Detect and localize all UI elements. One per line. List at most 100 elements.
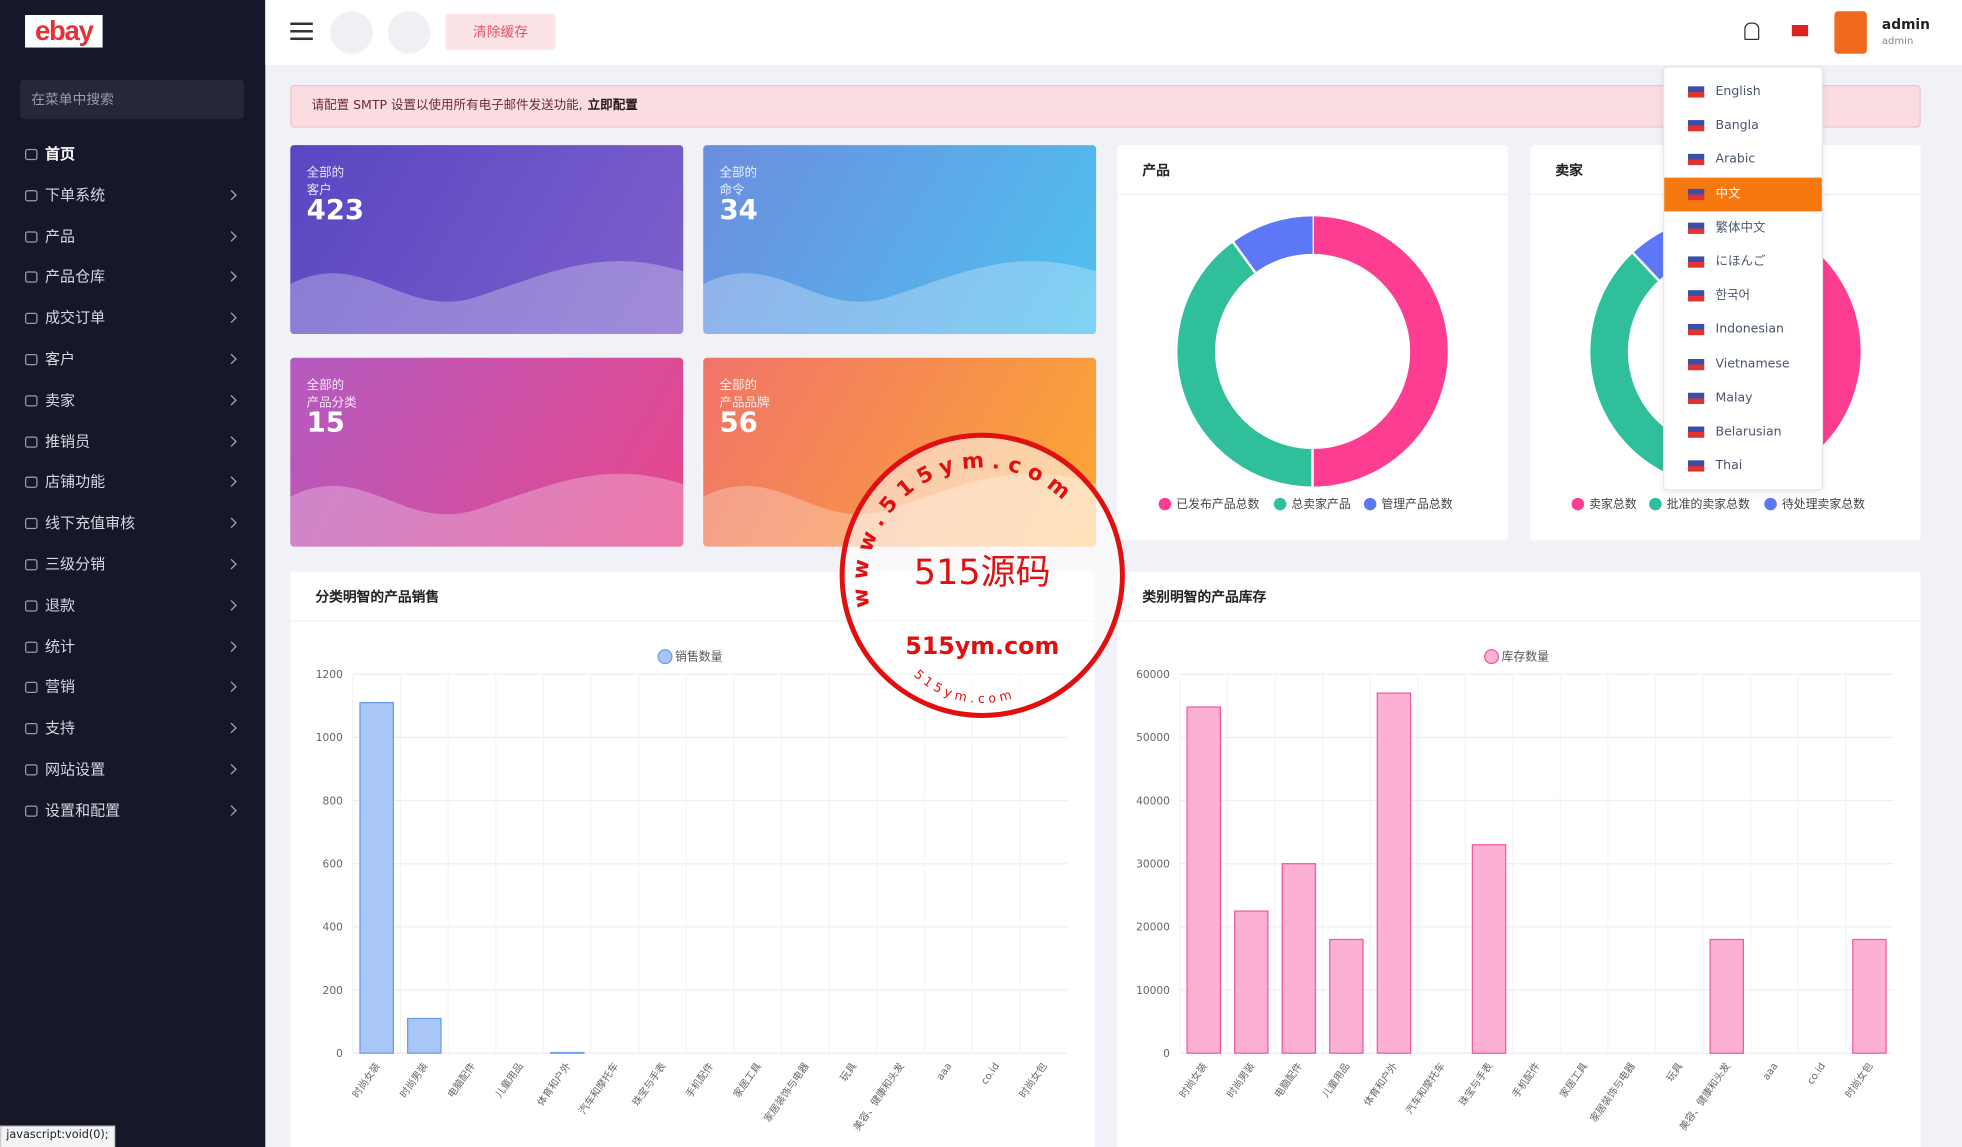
menu-item[interactable]: 卖家 (25, 388, 240, 413)
y-tick-label: 0 (1163, 1047, 1170, 1060)
language-option[interactable]: Malay (1664, 381, 1822, 415)
language-flag[interactable] (1791, 25, 1809, 37)
menu-item[interactable]: 店铺功能 (25, 470, 240, 495)
legend-swatch (1273, 497, 1287, 511)
x-tick-label: 美容、健康和头发 (850, 1060, 907, 1133)
watermark: w w w . 5 1 5 y m . c o m5 1 5 y m . c o… (839, 432, 1125, 718)
y-tick-label: 600 (323, 857, 344, 870)
flag (1687, 324, 1705, 336)
bar (1709, 938, 1745, 1054)
language-option[interactable]: Arabic (1664, 143, 1822, 177)
legend-swatch (1764, 497, 1777, 511)
flag (1687, 154, 1705, 166)
legend-swatch (1363, 497, 1377, 511)
y-tick-label: 50000 (1136, 731, 1170, 744)
chart: 已发布产品总数 总卖家产品 管理产品总数 (1158, 216, 1453, 511)
x-tick-label: 家居装饰与电器 (761, 1060, 812, 1125)
clear-cache-button[interactable]: 清除缓存 (445, 13, 556, 51)
menu-toggle[interactable] (290, 22, 313, 26)
legend-label: 总卖家产品 (1291, 497, 1350, 511)
logo[interactable]: ebay (25, 15, 103, 48)
menu-item[interactable]: 退款 (25, 593, 240, 618)
chevron (226, 353, 237, 365)
chart: 库存数量0100002000030000400005000060000时尚女装时… (1136, 649, 1894, 1133)
language-option[interactable]: Bangla (1664, 109, 1822, 143)
language-option[interactable]: English (1664, 75, 1822, 109)
menu-item[interactable]: 成交订单 (25, 305, 240, 330)
user-role: admin (1881, 35, 1914, 47)
legend-label: 销售数量 (675, 649, 723, 663)
legend-label: 批准的卖家总数 (1667, 497, 1750, 511)
chevron (226, 599, 237, 611)
print-button[interactable] (387, 11, 431, 54)
alert-link[interactable]: 立即配置 (587, 98, 638, 113)
language-option[interactable]: Thai (1664, 449, 1822, 483)
chevron (226, 394, 237, 406)
language-option[interactable]: Belarusian (1664, 415, 1822, 449)
legend-swatch (1484, 649, 1500, 665)
stat-label: 全部的 (306, 166, 345, 181)
avatar[interactable] (1834, 11, 1867, 54)
stat-value: 423 (306, 195, 365, 227)
panel-divider (1117, 193, 1508, 196)
x-tick-label: 时尚女装 (1176, 1060, 1210, 1100)
legend-swatch (1649, 497, 1662, 511)
menu-item[interactable]: 统计 (25, 634, 240, 659)
stamp-ring (839, 432, 1125, 718)
y-tick-label: 0 (336, 1047, 343, 1060)
menu-item[interactable]: 支持 (25, 716, 240, 741)
menu-item[interactable]: 三级分销 (25, 552, 240, 577)
menu-item[interactable]: 营销 (25, 675, 240, 700)
menu-item[interactable]: 客户 (25, 346, 240, 371)
chevron (226, 271, 237, 283)
wave (703, 261, 1097, 334)
language-option[interactable]: 한국어 (1664, 279, 1822, 313)
language-option[interactable]: Vietnamese (1664, 347, 1822, 381)
menu-item[interactable]: 产品仓库 (25, 264, 240, 289)
bar (1329, 938, 1364, 1054)
bar (1234, 910, 1269, 1054)
menu-item[interactable]: 下单系统 (25, 182, 240, 207)
x-tick-label: 时尚女装 (349, 1060, 383, 1100)
chevron (226, 435, 237, 447)
menu-item[interactable]: 产品 (25, 223, 240, 248)
menu-item[interactable]: 网站设置 (25, 757, 240, 782)
menu-item[interactable]: 线下充值审核 (25, 511, 240, 536)
chevron (226, 804, 237, 816)
y-tick-label: 200 (323, 984, 344, 997)
card-wave (290, 473, 684, 547)
flag (1687, 256, 1705, 268)
notifications[interactable] (1744, 22, 1760, 41)
card-wave (703, 261, 1097, 334)
chevron (226, 517, 237, 529)
user-name[interactable]: admin (1881, 16, 1930, 33)
bar (1852, 938, 1887, 1054)
y-tick-label: 1200 (316, 668, 343, 681)
menu-item[interactable]: 首页 (25, 141, 240, 166)
language-option[interactable]: にほんご (1664, 245, 1822, 279)
menu-search[interactable]: 在菜单中搜索 (20, 80, 244, 119)
x-tick-label: 电脑配件 (445, 1060, 479, 1100)
language-option[interactable]: Indonesian (1664, 313, 1822, 347)
y-tick-label: 20000 (1136, 921, 1170, 934)
y-tick-label: 40000 (1136, 794, 1170, 807)
globe-button[interactable] (330, 11, 373, 54)
flag (1687, 460, 1705, 472)
language-option[interactable]: 繁体中文 (1664, 211, 1822, 245)
stat-value: 34 (719, 195, 758, 227)
stat-label: 全部的 (719, 378, 758, 393)
menu-item[interactable]: 设置和配置 (25, 798, 240, 823)
segment-border (1232, 241, 1257, 274)
donut-segment (1233, 216, 1314, 273)
x-tick-label: aaa (1761, 1061, 1781, 1082)
chart-panel: 类别明智的产品库存 库存数量 0 10000 20000 30000 40000 50000 6… (1117, 571, 1921, 1147)
stamp-main: 515源码 (914, 552, 1051, 593)
language-option[interactable]: 中文 (1664, 177, 1822, 211)
x-tick-label: 珠宝与手表 (629, 1060, 668, 1108)
legend-swatch (657, 649, 673, 665)
bar (1376, 692, 1412, 1054)
menu-item[interactable]: 推销员 (25, 429, 240, 454)
x-tick-label: 家居装饰与电器 (1587, 1060, 1638, 1125)
chevron (226, 722, 237, 734)
